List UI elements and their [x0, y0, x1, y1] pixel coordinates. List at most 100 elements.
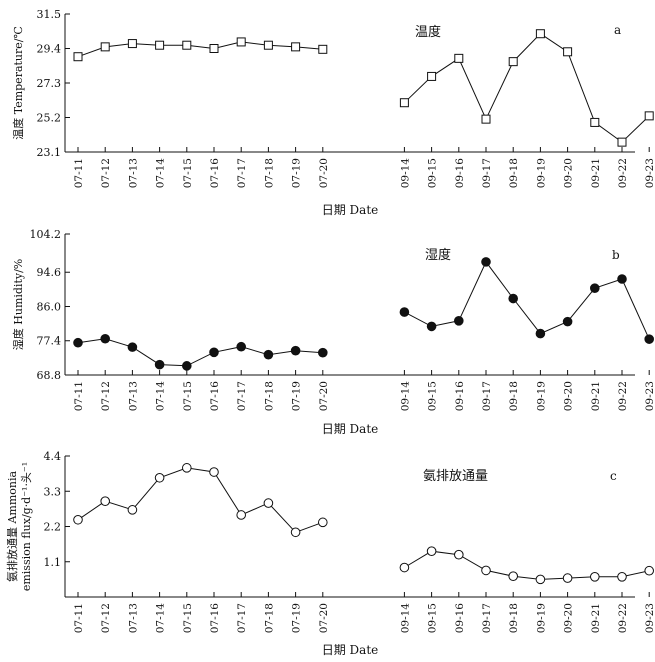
panel-title: 氨排放通量 — [423, 469, 488, 484]
data-point — [399, 562, 410, 573]
x-tick-label: 07-18 — [263, 381, 275, 411]
x-tick-label: 07-17 — [236, 603, 248, 633]
series-line-segment-1 — [77, 41, 323, 58]
x-tick-label: 09-14 — [399, 603, 411, 634]
series-line-segment-1 — [77, 338, 323, 367]
data-point — [427, 71, 437, 81]
x-tick-label: 09-17 — [481, 381, 493, 411]
x-tick-label: 09-23 — [644, 603, 655, 633]
data-point — [563, 47, 573, 57]
data-point — [399, 98, 409, 108]
x-tick-label: 07-11 — [73, 158, 85, 188]
data-point — [154, 472, 165, 483]
y-tick-label: 94.6 — [37, 266, 62, 279]
data-point — [318, 44, 328, 54]
y-tick-label: 77.4 — [37, 335, 62, 348]
x-tick-label: 09-14 — [399, 158, 411, 189]
data-point — [535, 29, 545, 39]
data-point — [290, 345, 301, 356]
x-tick-label: 07-17 — [236, 158, 248, 188]
data-point — [127, 39, 137, 49]
x-tick-label: 09-15 — [427, 603, 439, 633]
x-tick-label: 07-17 — [236, 381, 248, 411]
x-axis-label: 日期 Date — [322, 203, 379, 217]
y-tick-label: 1.1 — [44, 556, 62, 569]
data-point — [154, 359, 165, 370]
x-tick-label: 07-11 — [73, 381, 85, 411]
data-point — [454, 549, 464, 560]
y-tick-label: 27.3 — [37, 77, 62, 90]
series-line-segment-2 — [404, 260, 650, 340]
data-point — [73, 337, 83, 348]
data-point — [182, 463, 192, 473]
data-point — [155, 40, 165, 50]
data-point — [290, 527, 301, 538]
x-tick-label: 07-16 — [209, 381, 221, 412]
x-tick-label: 07-20 — [318, 381, 330, 411]
x-tick-label: 09-20 — [563, 603, 575, 633]
y-tick-label: 3.3 — [44, 485, 62, 498]
data-point — [644, 565, 655, 576]
data-point — [481, 565, 491, 576]
x-tick-label: 09-17 — [481, 603, 493, 633]
x-tick-label: 09-23 — [644, 381, 655, 411]
data-point — [535, 328, 546, 339]
series-line-segment-1 — [77, 467, 323, 533]
x-tick-label: 07-19 — [291, 381, 303, 411]
y-tick-label: 29.4 — [37, 43, 62, 56]
panel-title: 湿度 — [425, 247, 451, 263]
data-point — [236, 341, 246, 352]
data-point — [617, 137, 627, 147]
x-tick-label: 09-22 — [617, 158, 629, 188]
data-point — [644, 334, 655, 344]
x-tick-label: 09-21 — [590, 158, 602, 188]
x-tick-label: 09-22 — [617, 603, 629, 633]
data-point — [182, 40, 192, 50]
data-point — [590, 572, 600, 582]
x-tick-label: 07-15 — [182, 158, 194, 188]
y-axis-label-line-1: 氨排放通量 Ammonia — [5, 471, 19, 583]
x-tick-label: 09-18 — [508, 158, 520, 188]
data-point — [590, 283, 600, 293]
data-point — [263, 498, 274, 508]
x-tick-label: 09-18 — [508, 603, 520, 633]
x-tick-label: 07-14 — [155, 603, 167, 634]
data-point — [454, 53, 464, 63]
x-tick-label: 09-22 — [617, 381, 629, 411]
x-tick-label: 07-14 — [155, 158, 167, 189]
x-tick-label: 07-15 — [182, 381, 194, 411]
y-tick-label: 31.5 — [37, 8, 62, 21]
data-point — [426, 546, 437, 556]
data-point — [209, 467, 219, 477]
data-point — [590, 117, 600, 127]
x-tick-label: 09-20 — [563, 158, 575, 188]
panel-title: 温度 — [415, 24, 441, 40]
x-tick-label: 07-13 — [127, 603, 139, 633]
x-tick-label: 09-16 — [454, 158, 466, 189]
data-point — [644, 111, 654, 121]
x-tick-label: 09-15 — [427, 158, 439, 188]
x-tick-label: 07-18 — [263, 603, 275, 633]
data-point — [73, 514, 83, 525]
x-axis-label: 日期 Date — [322, 422, 379, 436]
x-tick-label: 09-20 — [563, 381, 575, 411]
x-axis-label: 日期 Date — [322, 643, 379, 657]
panel-c: 1.1 2.2 3.3 4.4 07-11 07-12 07-13 07-14 07-15 07-… — [5, 450, 655, 657]
panel-letter: a — [614, 23, 621, 37]
data-point — [182, 361, 192, 371]
y-tick-label: 25.2 — [37, 112, 62, 125]
y-tick-label: 86.0 — [37, 300, 62, 313]
x-tick-label: 09-16 — [454, 381, 466, 412]
data-point — [263, 349, 274, 360]
y-tick-label: 68.8 — [37, 369, 62, 382]
data-point — [318, 347, 328, 358]
x-tick-label: 07-11 — [73, 603, 85, 633]
y-axis-label: 湿度 Humidity/% — [11, 259, 25, 350]
y-tick-label: 104.2 — [30, 228, 62, 241]
data-point — [454, 316, 464, 326]
data-point — [100, 333, 110, 344]
data-point — [209, 347, 219, 358]
data-point — [481, 257, 491, 267]
x-tick-label: 07-13 — [127, 381, 139, 411]
